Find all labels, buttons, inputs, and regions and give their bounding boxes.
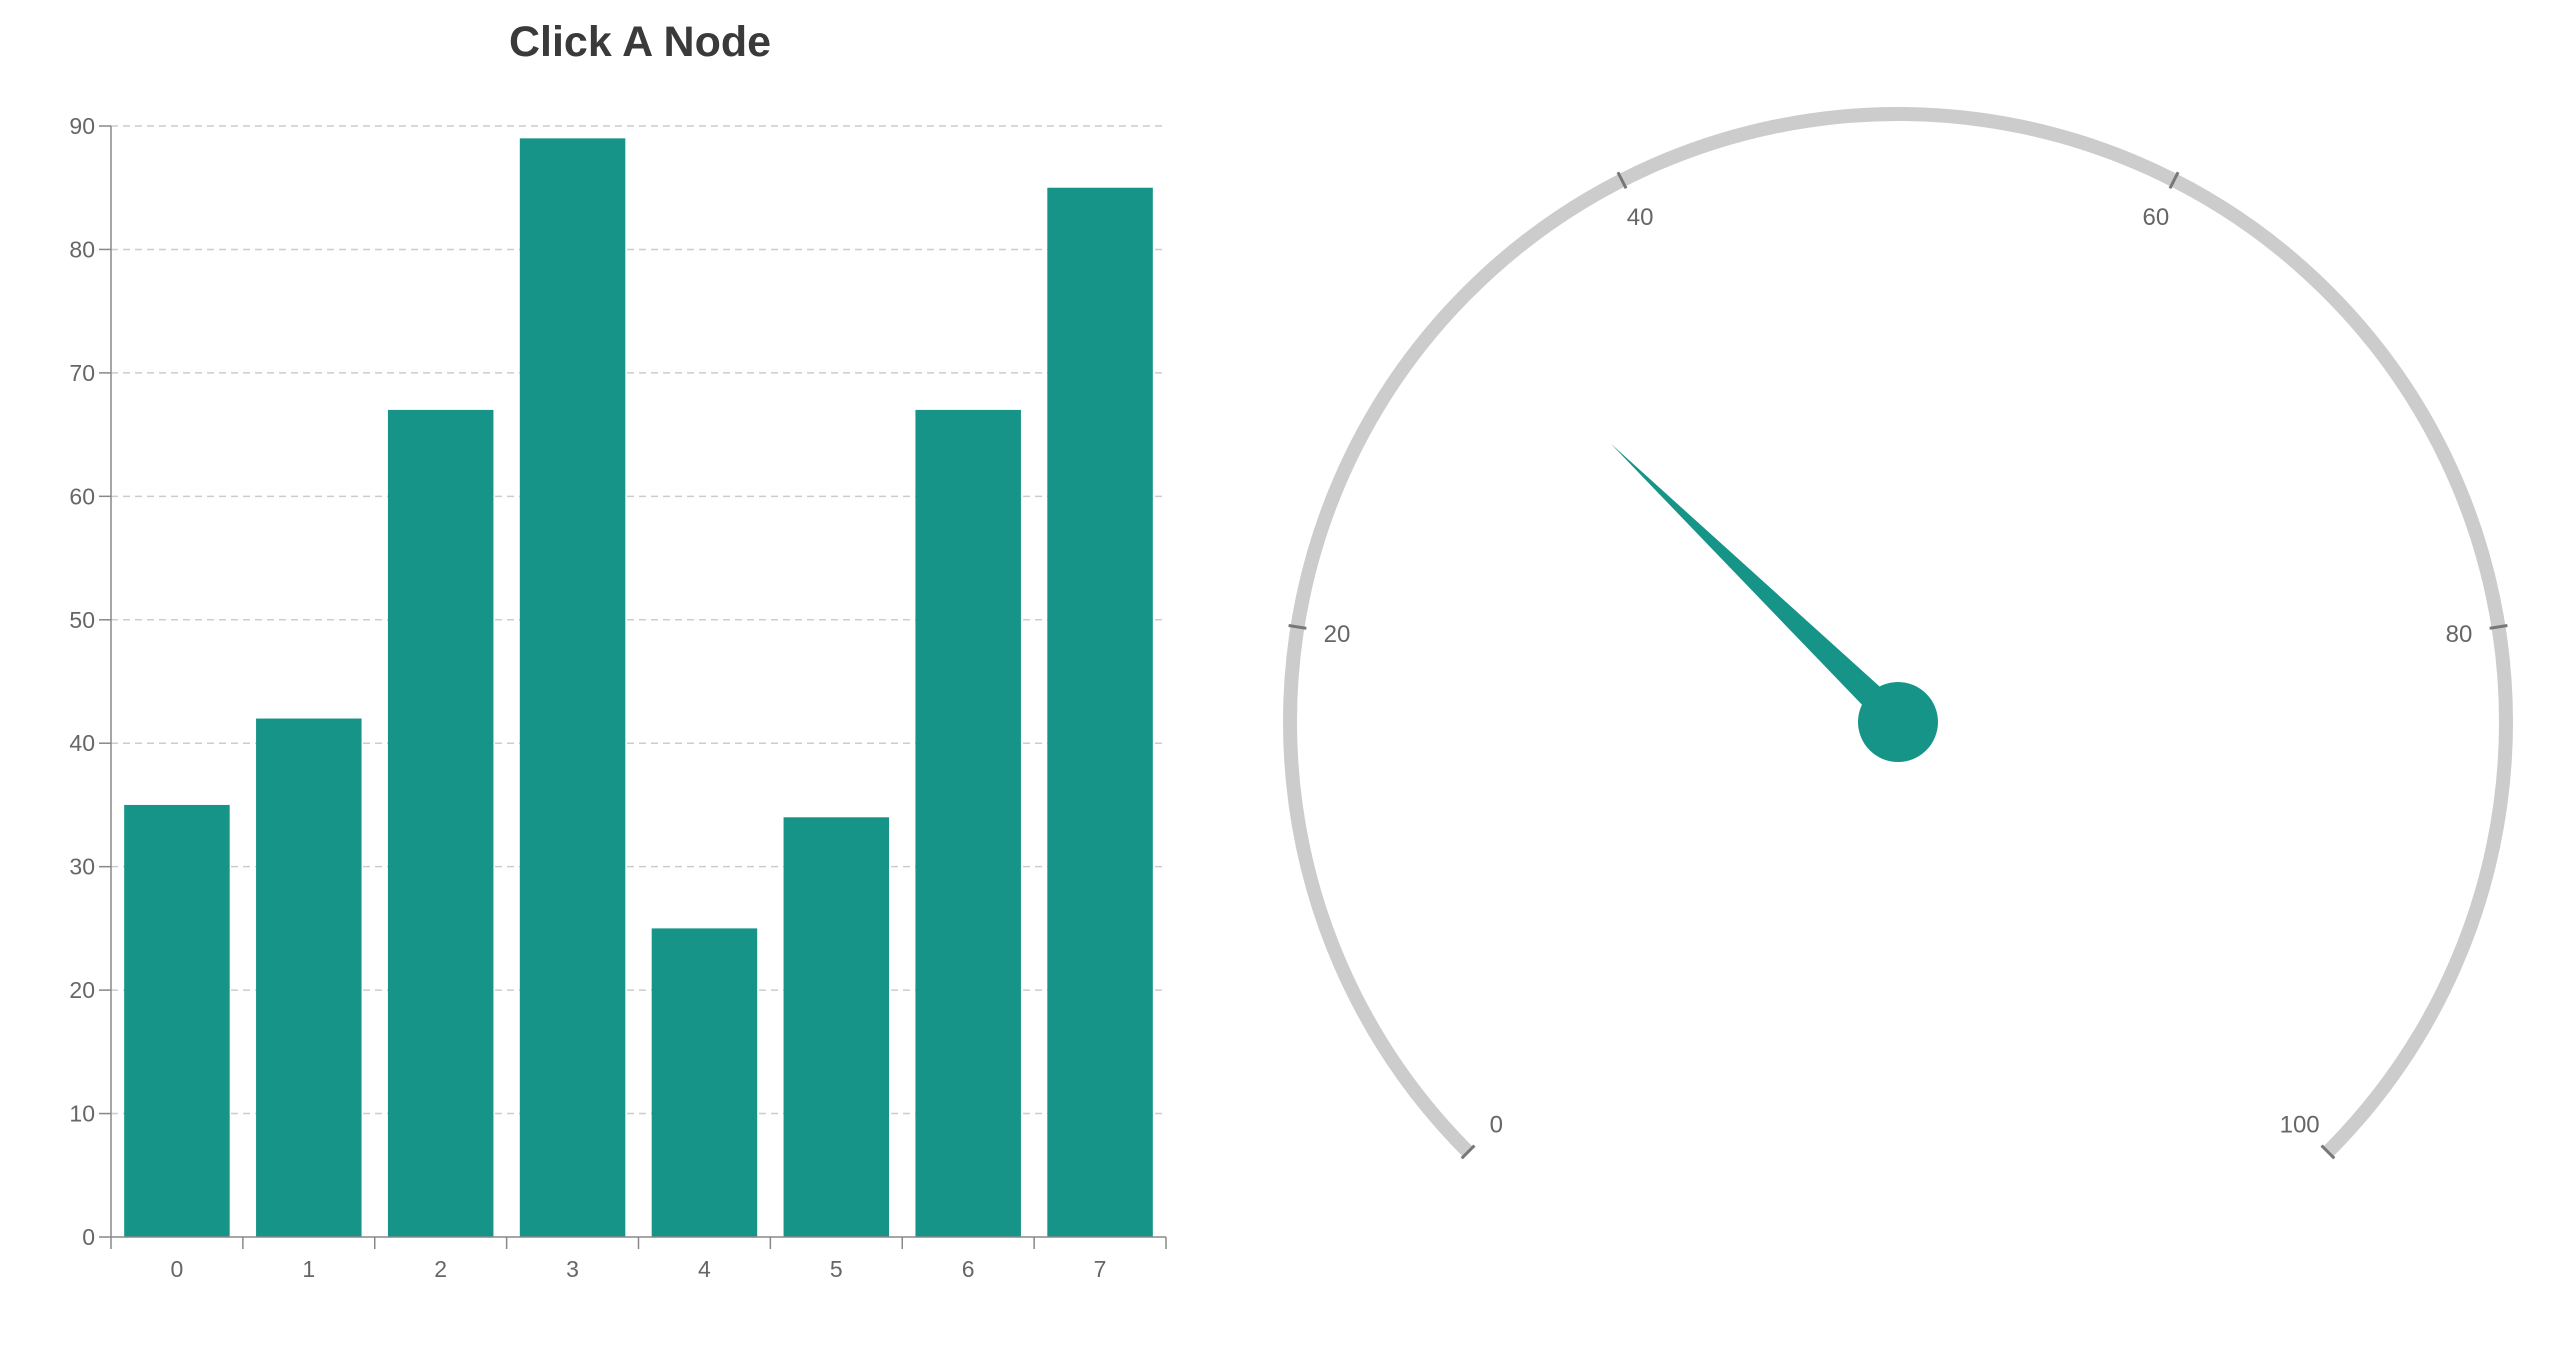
y-axis: 0 10 20 30 40 50 60 70 80 90 xyxy=(69,113,112,1250)
gauge-tick-mark xyxy=(2320,1144,2336,1160)
bar-2[interactable] xyxy=(387,409,494,1237)
gauge-tick-label: 100 xyxy=(2280,1112,2320,1139)
y-tick-label: 80 xyxy=(69,236,95,262)
x-tick-label: 3 xyxy=(566,1256,579,1282)
y-tick-label: 20 xyxy=(69,977,95,1003)
gauge-tick-label: 60 xyxy=(2143,204,2170,231)
bar-series xyxy=(124,138,1153,1238)
gauge-tick-label: 80 xyxy=(2446,621,2473,648)
y-tick-label: 90 xyxy=(69,113,95,139)
bar-5[interactable] xyxy=(783,817,890,1237)
gauge-needle xyxy=(1610,443,1908,733)
bar-3[interactable] xyxy=(519,138,626,1237)
gauge-tick-mark xyxy=(1616,171,1628,189)
gauge-tick-label: 0 xyxy=(1490,1112,1503,1139)
gauge-arc-group xyxy=(1283,106,2513,1157)
x-tick-label: 5 xyxy=(830,1256,843,1282)
bar-6[interactable] xyxy=(915,409,1021,1237)
gauge-tick-mark xyxy=(2168,171,2180,189)
bar-0[interactable] xyxy=(124,804,230,1237)
y-tick-label: 30 xyxy=(69,854,95,880)
y-tick-label: 10 xyxy=(69,1101,95,1127)
y-tick-label: 40 xyxy=(69,730,95,756)
x-tick-label: 4 xyxy=(698,1256,711,1282)
y-tick-label: 70 xyxy=(69,360,95,386)
gauge-ticks: 0 20 40 60 80 100 xyxy=(1288,171,2508,1160)
gauge-tick-mark xyxy=(1288,623,1307,630)
bar-1[interactable] xyxy=(256,718,362,1237)
y-tick-label: 0 xyxy=(82,1224,95,1250)
x-tick-label: 0 xyxy=(171,1256,184,1282)
bar-7[interactable] xyxy=(1047,187,1153,1238)
gauge-tick-label: 20 xyxy=(1324,621,1351,648)
gauge-needle-group xyxy=(1610,443,1938,762)
x-tick-label: 2 xyxy=(434,1256,447,1282)
y-tick-label: 50 xyxy=(69,607,95,633)
x-tick-label: 7 xyxy=(1094,1256,1107,1282)
gauge-tick-mark xyxy=(2489,623,2508,630)
bar-chart-title: Click A Node xyxy=(508,18,772,66)
x-tick-label: 6 xyxy=(962,1256,975,1282)
gauge-tick-mark xyxy=(1460,1144,1476,1160)
bar-chart: 0 10 20 30 40 50 60 70 80 90 0 1 2 3 4 5 6 7 xyxy=(69,113,1167,1282)
bar-4[interactable] xyxy=(651,928,758,1237)
x-tick-label: 1 xyxy=(302,1256,315,1282)
x-axis: 0 1 2 3 4 5 6 7 xyxy=(110,1236,1167,1282)
y-tick-label: 60 xyxy=(69,483,95,509)
gauge-needle-hub xyxy=(1858,682,1938,762)
gauge-tick-label: 40 xyxy=(1627,204,1654,231)
gauge-arc xyxy=(1283,106,2513,1157)
